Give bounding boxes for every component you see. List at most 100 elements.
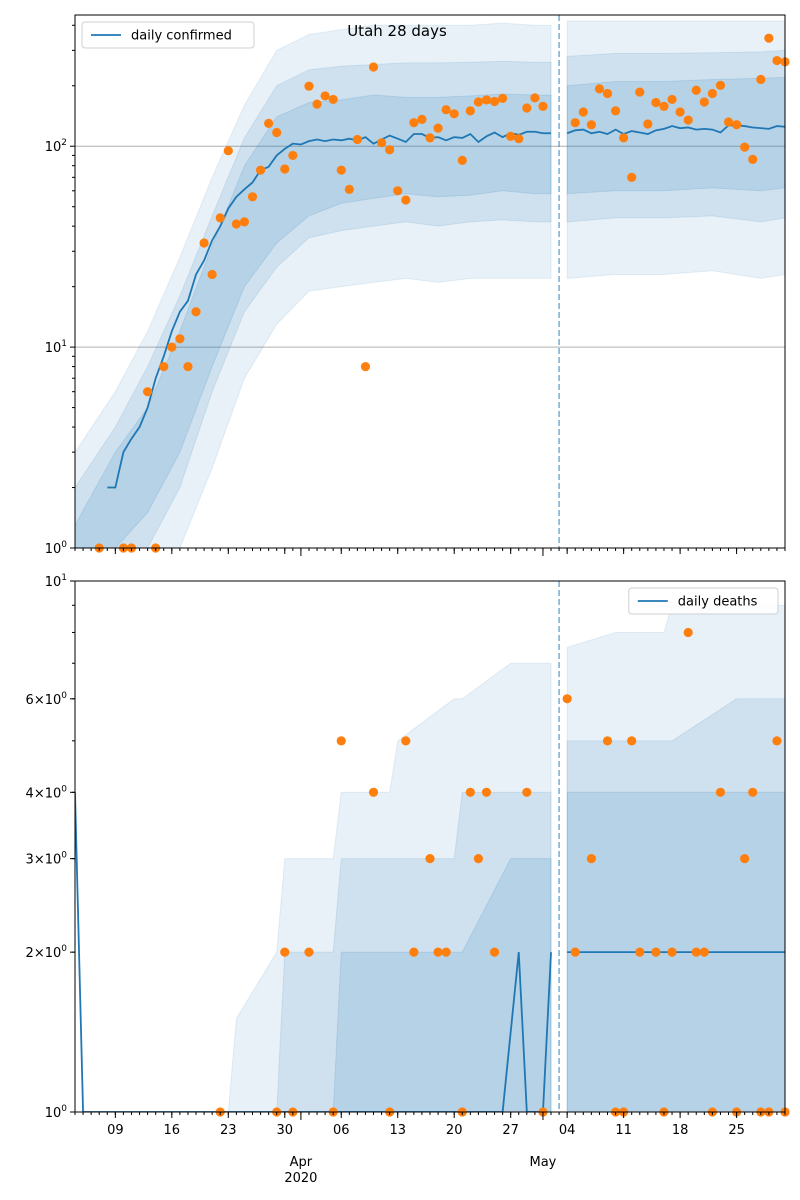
legend-label: daily deaths [678,595,758,610]
observed-point-68 [699,97,709,107]
observed-point-64 [667,94,677,105]
observed-point-52 [570,118,580,128]
observed-point-31 [376,138,387,148]
observed-point-50 [530,93,540,103]
x-tick-label-0: 09 [107,1123,124,1138]
observed-point-23 [312,99,322,109]
observed-point-30 [740,854,750,864]
observed-point-62 [651,97,661,108]
observed-point-57 [610,106,621,116]
median-line-0 [107,130,552,489]
observed-point-23 [651,947,661,957]
observed-point-17 [409,947,419,957]
observed-point-74 [748,154,758,164]
legend-frame [628,587,779,615]
shared-x-axis: Utah 28 days 09 16 23 30 06 13 20 27 04 11 18 25 Apr2… [107,22,745,1186]
observed-point-24 [320,91,330,101]
observed-point-45 [489,96,500,107]
observed-point-66 [683,115,693,125]
observed-point-25 [691,947,701,957]
y-tick-label-1: 2×100 [26,944,68,961]
observed-point-26 [699,947,709,957]
band-outer-1 [566,20,785,279]
observed-point-43 [683,627,693,638]
observed-point-33 [481,787,492,797]
median-line-1 [566,124,785,136]
observed-point-18 [433,947,443,957]
observed-point-6 [167,342,177,352]
plot-area [75,581,785,1112]
observed-point-37 [336,736,346,746]
observed-point-34 [401,195,411,205]
observed-point-77 [772,55,782,66]
observed-point-4 [143,387,153,397]
observed-point-75 [756,74,766,85]
observed-point-36 [417,114,427,124]
observed-point-29 [360,361,371,372]
x-tick-label-11: 25 [728,1123,745,1138]
y-tick-label-3: 4×100 [26,784,68,801]
observed-point-73 [740,142,750,152]
observed-point-18 [264,118,274,128]
band-mid-1 [566,698,785,1112]
observed-point-8 [183,361,193,372]
observed-point-11 [207,269,217,280]
plot-area [75,15,785,548]
observed-point-49 [522,103,532,113]
observed-point-40 [627,736,637,746]
observed-point-43 [473,97,484,107]
observed-point-19 [272,127,282,138]
observed-point-76 [764,33,774,43]
legend: daily deaths [628,587,779,615]
observed-point-35 [715,787,726,797]
observed-point-42 [465,106,475,116]
observed-point-54 [586,120,596,130]
band-inner-0 [75,858,552,1112]
x-tick-label-10: 18 [672,1123,689,1138]
observed-point-53 [578,107,588,117]
observed-point-25 [328,94,338,105]
observed-point-15 [239,217,250,227]
observed-point-29 [586,854,596,864]
observed-point-42 [562,694,572,704]
observed-point-30 [368,62,379,72]
observed-point-55 [594,84,605,94]
observed-point-19 [441,947,451,957]
observed-point-36 [748,787,758,797]
observed-point-12 [215,213,225,223]
observed-point-37 [425,133,435,143]
x-tick-label-8: 04 [559,1123,576,1138]
observed-point-20 [280,164,290,174]
observed-point-7 [175,334,185,344]
x-tick-label-6: 20 [446,1123,463,1138]
x-tick-label-2: 23 [220,1123,237,1138]
observed-point-9 [191,307,201,317]
x-tick-label-1: 16 [164,1123,181,1138]
band-mid-0 [75,60,552,548]
observed-point-22 [635,947,645,957]
band-inner-1 [566,76,785,195]
observed-point-61 [643,119,653,129]
observed-point-58 [619,133,629,143]
observed-point-46 [498,93,508,104]
x-month-label-1: May [530,1155,557,1170]
observed-point-32 [465,787,475,797]
observed-point-70 [715,80,726,90]
observed-point-21 [570,947,580,957]
x-tick-label-9: 11 [615,1123,632,1138]
y-tick-label-2: 3×100 [26,851,68,868]
observed-point-69 [707,88,717,99]
observed-point-39 [602,736,613,746]
observed-point-34 [522,787,532,797]
observed-point-38 [433,123,443,133]
observed-point-16 [247,192,258,202]
observed-point-35 [409,118,419,128]
x-year-label-0: 2020 [284,1171,317,1186]
legend-label: daily confirmed [131,29,232,44]
observed-point-28 [473,854,484,864]
observed-point-28 [352,134,362,145]
y-tick-label-5: 101 [45,573,67,590]
observed-point-51 [538,101,548,111]
band-inner-0 [75,93,552,548]
